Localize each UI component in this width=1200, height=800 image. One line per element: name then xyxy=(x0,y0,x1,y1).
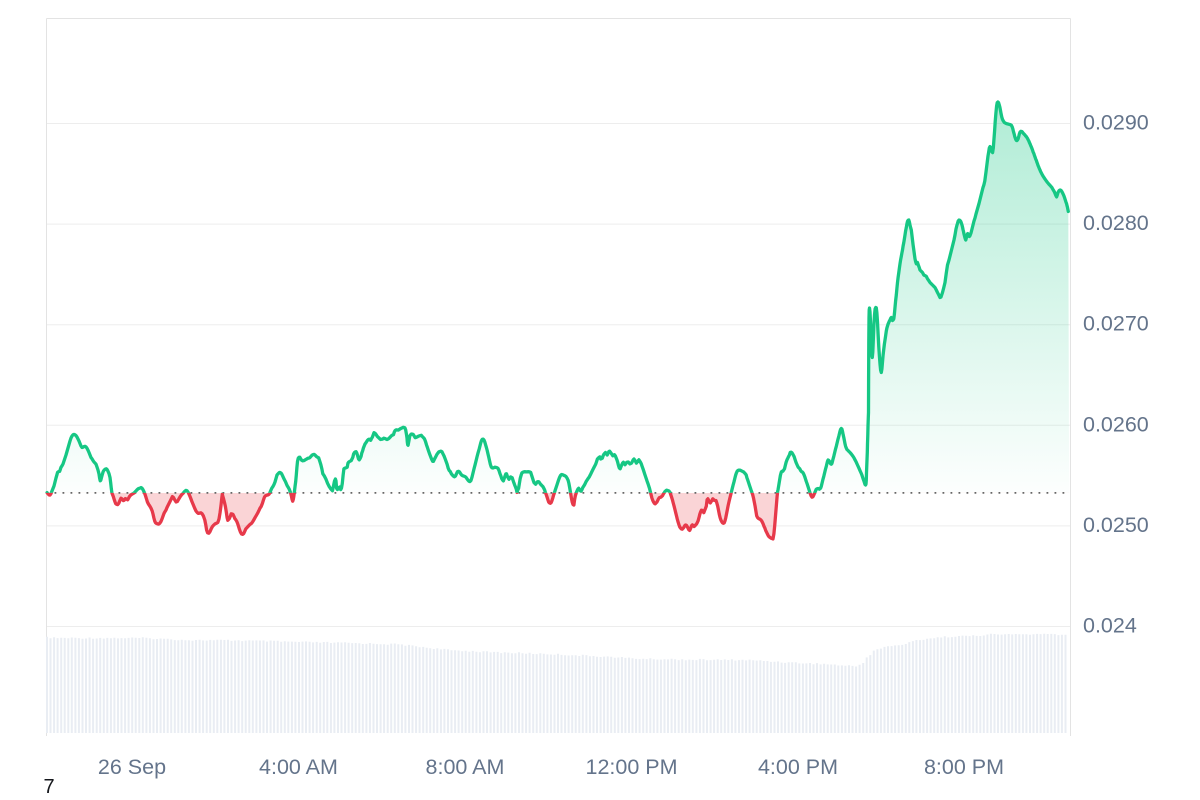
svg-text:0.0290: 0.0290 xyxy=(1083,111,1149,135)
svg-text:0.024: 0.024 xyxy=(1083,614,1137,638)
svg-text:7: 7 xyxy=(44,776,55,798)
svg-text:0.0280: 0.0280 xyxy=(1083,211,1149,235)
svg-text:12:00 PM: 12:00 PM xyxy=(585,755,677,779)
svg-text:8:00 PM: 8:00 PM xyxy=(924,755,1004,779)
svg-text:0.0260: 0.0260 xyxy=(1083,412,1149,436)
svg-text:0.0250: 0.0250 xyxy=(1083,513,1149,537)
svg-text:4:00 PM: 4:00 PM xyxy=(758,755,838,779)
svg-text:4:00 AM: 4:00 AM xyxy=(259,755,338,779)
svg-text:26 Sep: 26 Sep xyxy=(98,755,166,779)
svg-text:8:00 AM: 8:00 AM xyxy=(426,755,505,779)
svg-text:0.0270: 0.0270 xyxy=(1083,312,1149,336)
